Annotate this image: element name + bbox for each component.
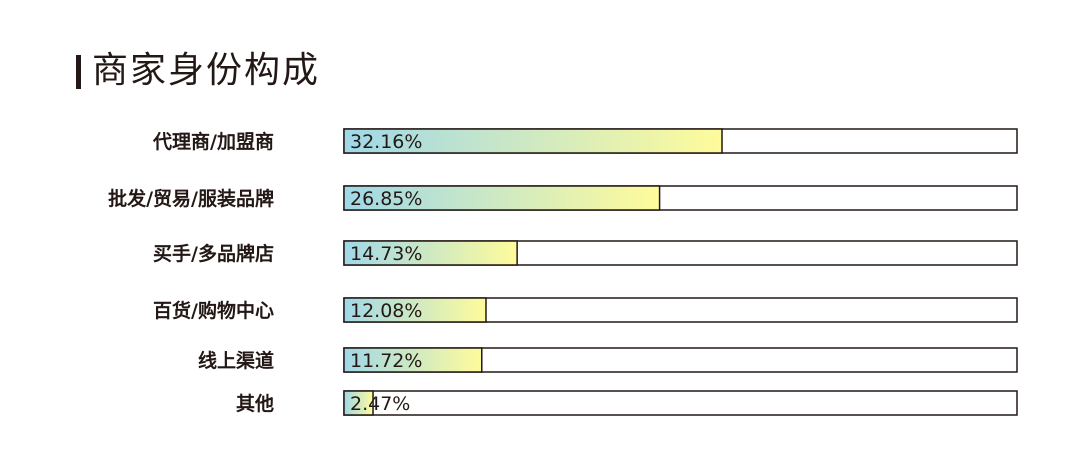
bar — [343, 347, 483, 373]
category-label: 批发/贸易/服装品牌 — [108, 187, 274, 210]
value-label: 12.08% — [350, 300, 422, 322]
bar — [343, 240, 518, 266]
category-label: 线上渠道 — [198, 349, 274, 372]
bar — [343, 297, 487, 323]
bar — [343, 185, 661, 211]
bar — [343, 128, 723, 154]
bar — [343, 390, 374, 416]
value-label: 11.72% — [350, 350, 422, 372]
category-label: 买手/多品牌店 — [153, 242, 274, 265]
value-label: 26.85% — [350, 188, 422, 210]
category-label: 百货/购物中心 — [153, 299, 274, 322]
value-label: 2.47% — [350, 393, 410, 415]
bar-track — [343, 390, 1018, 416]
value-label: 14.73% — [350, 243, 422, 265]
title-accent-bar — [76, 55, 81, 89]
value-label: 32.16% — [350, 131, 422, 153]
category-label: 代理商/加盟商 — [152, 130, 274, 153]
category-label: 其他 — [236, 392, 274, 415]
chart-title: 商家身份构成 — [92, 50, 321, 91]
